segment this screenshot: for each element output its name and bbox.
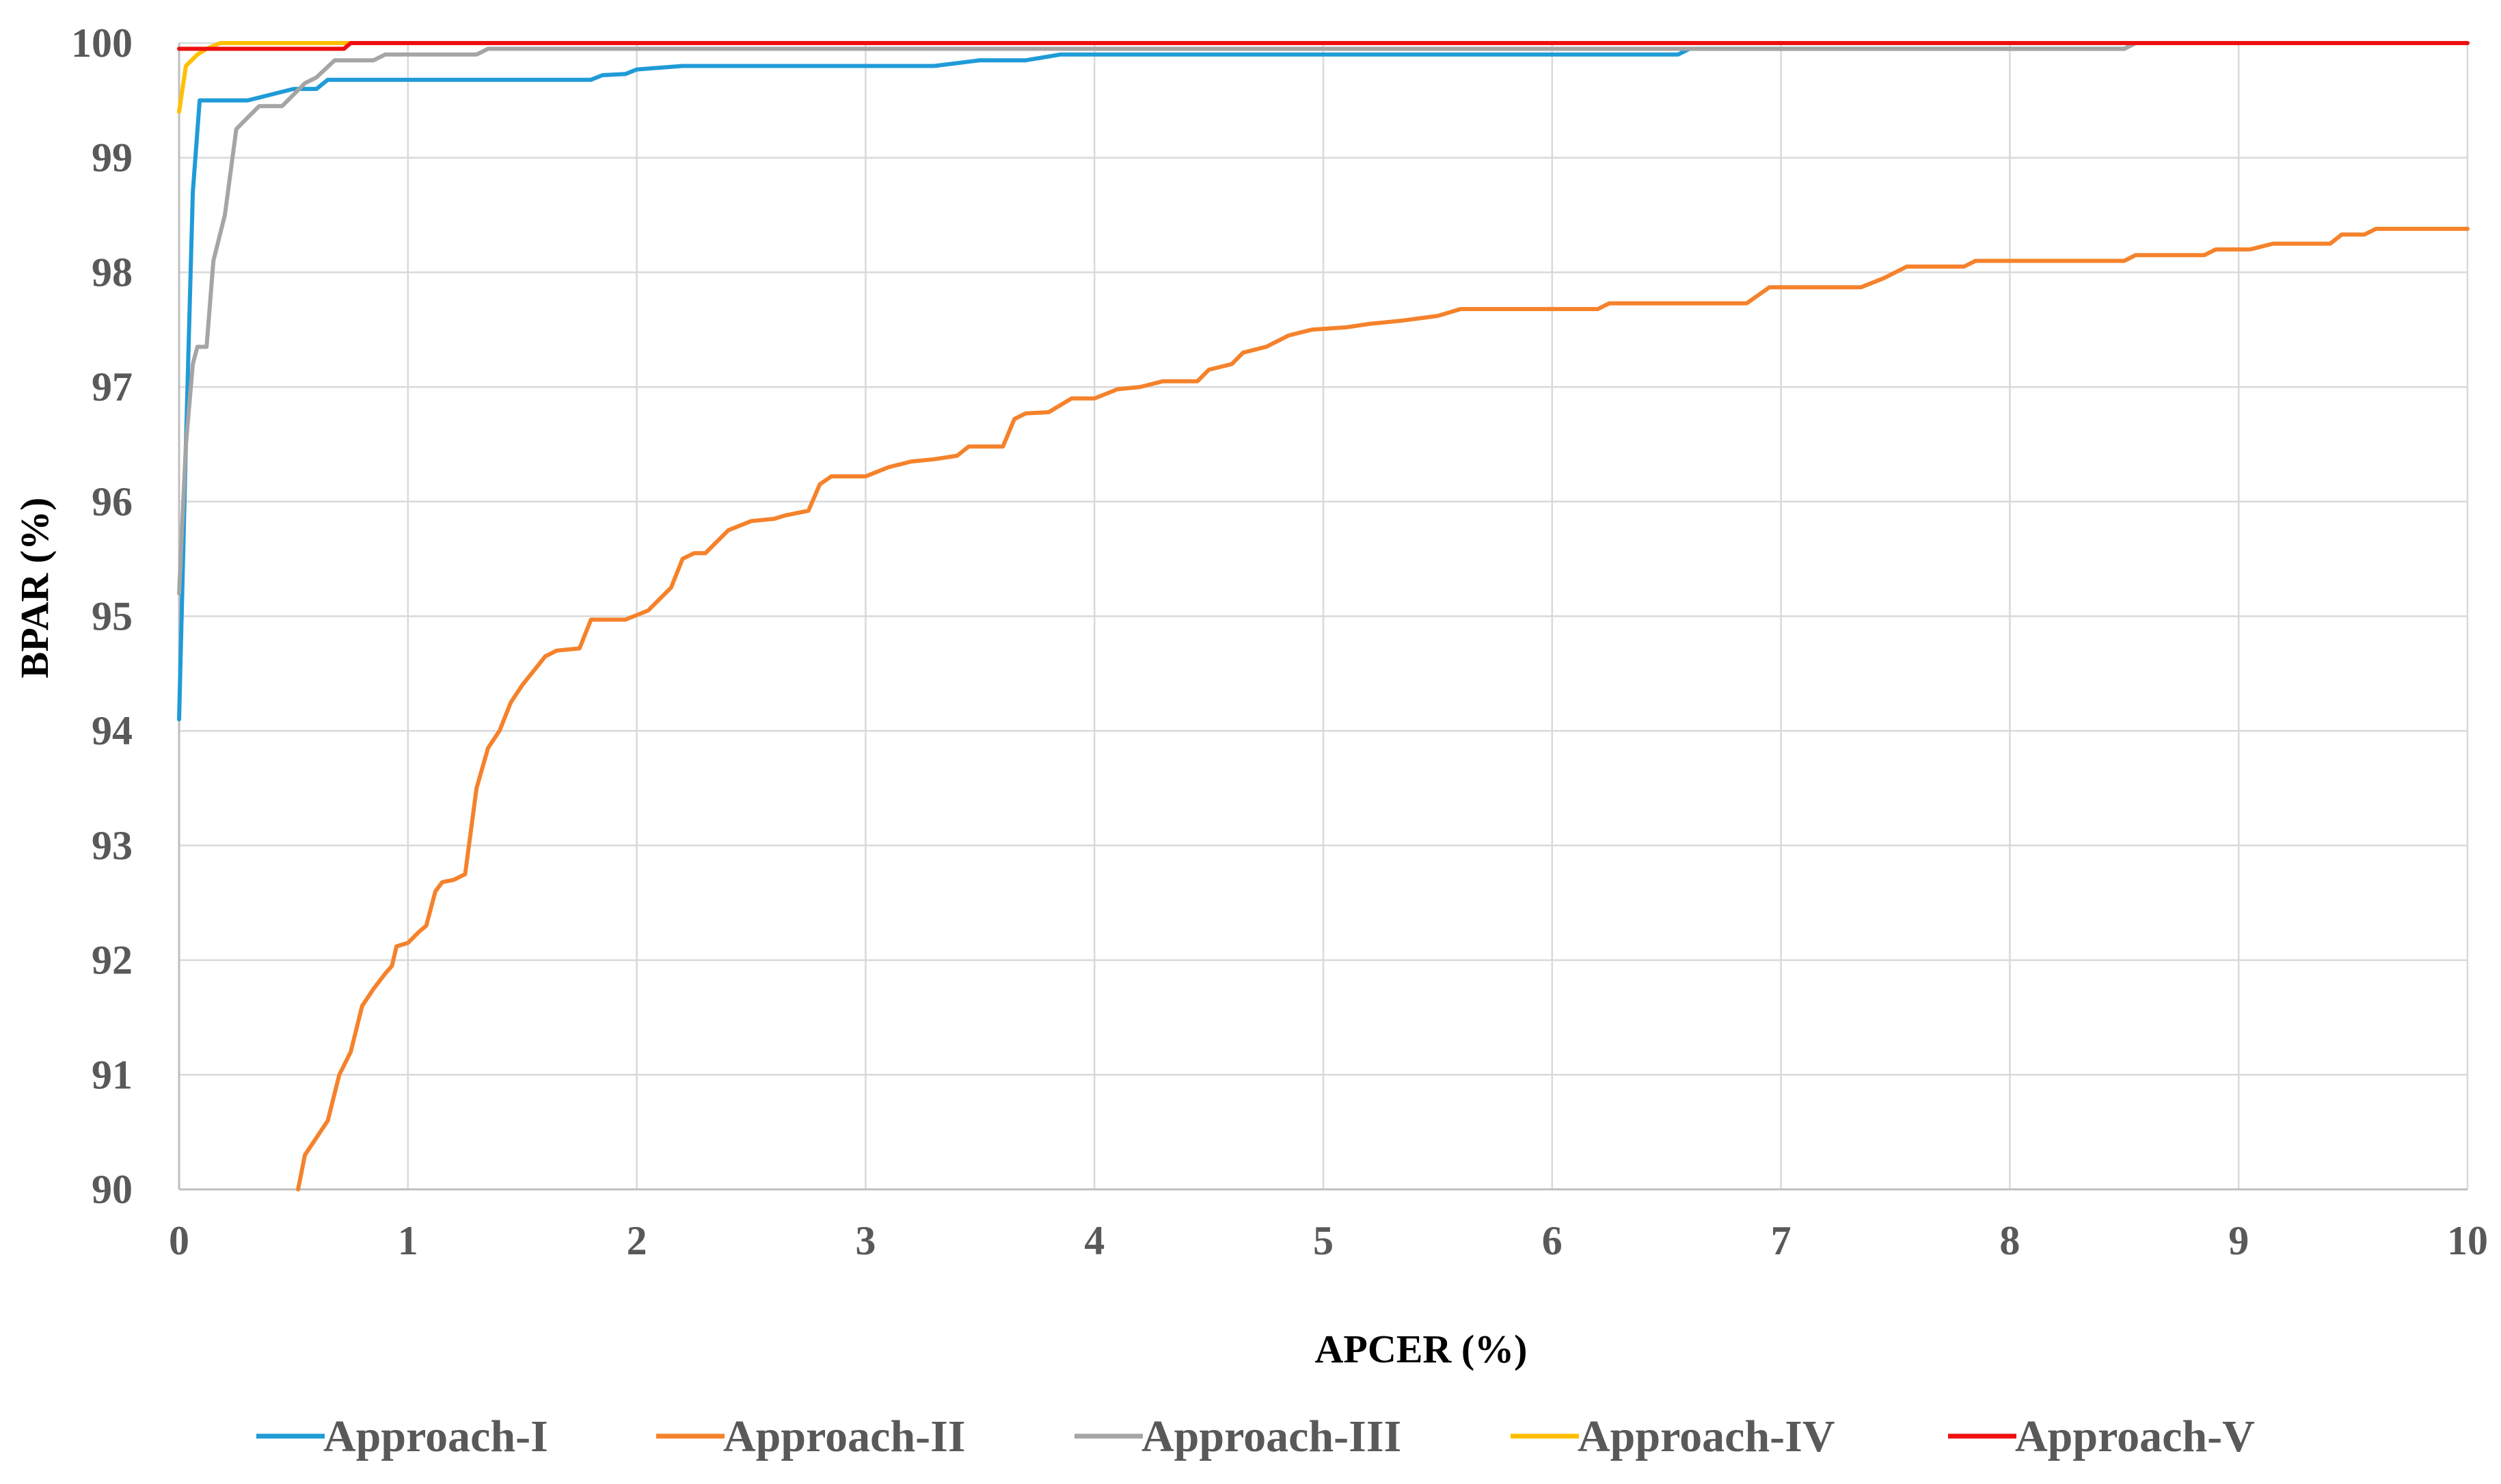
x-tick-label-4: 4 [1084, 1218, 1105, 1263]
y-tick-label-10: 100 [71, 21, 133, 66]
x-tick-label-2: 2 [627, 1218, 647, 1263]
x-tick-label-7: 7 [1771, 1218, 1792, 1263]
x-tick-label-8: 8 [1999, 1218, 2020, 1263]
legend-label-approach-i: Approach-I [323, 1412, 548, 1461]
y-axis-tick-labels: 90 91 92 93 94 95 96 97 98 99 100 [71, 21, 133, 1212]
legend-label-approach-iv: Approach-IV [1578, 1412, 1835, 1461]
y-tick-label-8: 98 [92, 249, 133, 295]
series-line-approach-v [177, 41, 2470, 51]
legend-label-approach-v: Approach-V [2015, 1412, 2255, 1461]
x-tick-label-6: 6 [1542, 1218, 1563, 1263]
series-lines [177, 41, 2470, 1191]
y-axis-title: BPAR (%) [12, 498, 57, 679]
y-tick-label-6: 96 [92, 479, 133, 524]
series-line-approach-i [177, 41, 2470, 722]
y-tick-label-5: 95 [92, 594, 133, 639]
x-tick-label-5: 5 [1313, 1218, 1334, 1263]
x-axis-tick-labels: 0 1 2 3 4 5 6 7 8 9 10 [169, 1218, 2488, 1263]
x-tick-label-1: 1 [398, 1218, 418, 1263]
legend-label-approach-ii: Approach-II [723, 1412, 966, 1461]
series-line-approach-ii [296, 226, 2470, 1191]
x-tick-label-9: 9 [2228, 1218, 2249, 1263]
y-tick-label-1: 91 [92, 1052, 133, 1097]
y-tick-label-9: 99 [92, 135, 133, 180]
y-tick-label-4: 94 [92, 708, 133, 753]
x-tick-label-0: 0 [169, 1218, 189, 1263]
y-tick-label-7: 97 [92, 364, 133, 409]
x-tick-label-10: 10 [2447, 1218, 2488, 1263]
legend: Approach-I Approach-II Approach-III Approac… [256, 1412, 2255, 1461]
y-tick-label-3: 93 [92, 823, 133, 868]
y-tick-label-2: 92 [92, 938, 133, 983]
x-tick-label-3: 3 [855, 1218, 876, 1263]
y-tick-label-0: 90 [92, 1167, 133, 1212]
legend-label-approach-iii: Approach-III [1141, 1412, 1401, 1461]
x-axis-title: APCER (%) [1315, 1327, 1528, 1371]
series-line-approach-iii [177, 41, 2470, 595]
